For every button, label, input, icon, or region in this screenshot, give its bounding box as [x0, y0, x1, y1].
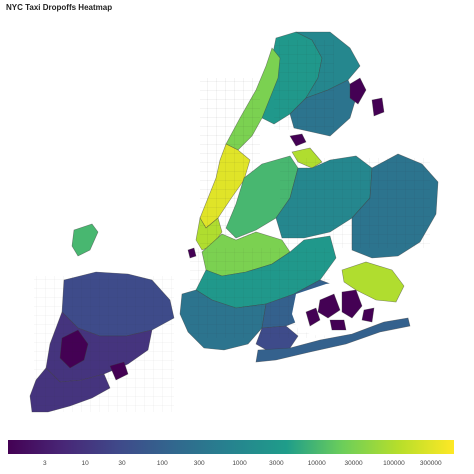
zone-pelham-bay [349, 77, 367, 105]
zone-grid-overlay [34, 276, 174, 412]
colorbar-gradient [8, 440, 454, 454]
choropleth-map [0, 18, 474, 432]
brooklyn-borough [179, 231, 337, 353]
map-title: NYC Taxi Dropoffs Heatmap [6, 3, 113, 12]
colorbar-tick-label: 10000 [307, 460, 326, 467]
colorbar-tick-label: 30000 [344, 460, 363, 467]
zone-jamaica-bay-island-1 [317, 293, 341, 319]
zone-governors-island [187, 247, 197, 259]
bronx-borough [261, 31, 385, 137]
colorbar [8, 440, 454, 454]
colorbar-tick-label: 30 [118, 460, 126, 467]
colorbar-tick-label: 300 [193, 460, 205, 467]
colorbar-tick-label: 10 [81, 460, 89, 467]
jamaica-bay-islands [305, 289, 375, 331]
zone-jamaica-bay-island-5 [361, 307, 375, 323]
zone-newark-airport [71, 223, 99, 257]
zone-rikers-island [289, 133, 307, 147]
zone-city-island [371, 97, 385, 117]
colorbar-tick-label: 1000 [232, 460, 247, 467]
colorbar-tick-label: 100 [156, 460, 168, 467]
zone-grid-overlay [274, 40, 334, 130]
colorbar-tick-label: 300000 [419, 460, 442, 467]
zone-jamaica-bay-island-4 [329, 319, 347, 331]
zone-jamaica-bay-island-3 [305, 307, 321, 327]
zone-grid-overlay [280, 158, 430, 248]
zone-rockaway-peninsula [255, 317, 411, 363]
colorbar-tick-label: 3 [43, 460, 47, 467]
colorbar-tick-label: 3000 [269, 460, 284, 467]
staten-island-borough [29, 271, 175, 413]
queens-borough [225, 153, 439, 259]
colorbar-ticks: 3 10 30 100 300 1000 3000 10000 30000 100000 30000… [8, 460, 454, 472]
zone-jamaica-bay-island-2 [341, 289, 363, 319]
colorbar-tick-label: 100000 [383, 460, 405, 467]
zone-jfk-airport [341, 261, 405, 303]
